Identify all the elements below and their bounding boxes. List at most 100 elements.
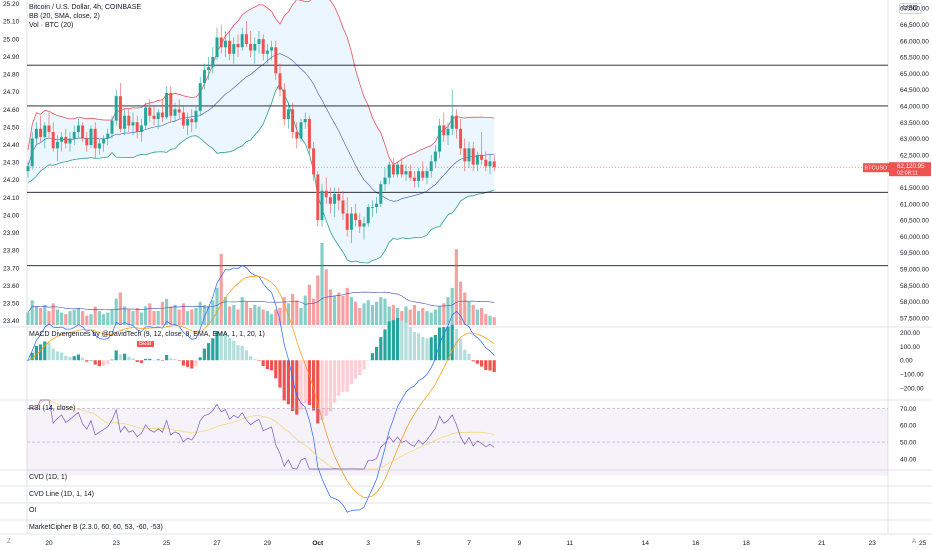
price-tick-label: 63,500.00 bbox=[900, 120, 929, 127]
rsi-line bbox=[28, 399, 495, 470]
macd-histogram-bar bbox=[30, 352, 34, 361]
left-axis-tick-label: 25.00 bbox=[3, 36, 20, 43]
macd-tick-label: −200.00 bbox=[900, 385, 924, 392]
volume-bar bbox=[261, 309, 265, 325]
timezone-icon[interactable]: Z bbox=[7, 539, 11, 545]
volume-bar bbox=[135, 307, 139, 325]
time-axis-label: 18 bbox=[743, 540, 751, 547]
macd-histogram-bar bbox=[421, 337, 425, 361]
time-axis-label: Oct bbox=[312, 540, 324, 547]
macd-histogram-bar bbox=[181, 360, 185, 366]
candle-body bbox=[211, 57, 215, 67]
price-tick-label: 59,500.00 bbox=[900, 250, 929, 257]
macd-histogram-bar bbox=[286, 360, 290, 405]
candle-body bbox=[114, 96, 118, 121]
candle-body bbox=[425, 171, 429, 178]
volume-bar bbox=[194, 307, 198, 325]
volume-bar bbox=[429, 312, 433, 325]
macd-histogram-bar bbox=[47, 342, 51, 361]
macd-histogram-bar bbox=[366, 360, 370, 361]
symbol-title[interactable]: Bitcoin / U.S. Dollar, 4h, COINBASE bbox=[29, 4, 142, 11]
candle-body bbox=[358, 220, 362, 227]
candle-body bbox=[282, 89, 286, 119]
macd-histogram-bar bbox=[345, 360, 349, 392]
volume-bar bbox=[450, 287, 454, 325]
macd-histogram-bar bbox=[324, 360, 328, 416]
macd-histogram-bar bbox=[303, 360, 307, 404]
macd-histogram-bar bbox=[165, 355, 169, 361]
macd-histogram-bar bbox=[156, 359, 160, 361]
macd-histogram-bar bbox=[169, 358, 173, 361]
left-axis-tick-label: 24.60 bbox=[3, 107, 20, 114]
rsi-tick-label: 50.00 bbox=[900, 440, 917, 447]
candle-body bbox=[169, 92, 173, 116]
candle-body bbox=[341, 200, 345, 214]
candle-body bbox=[484, 159, 488, 167]
candle-body bbox=[303, 118, 307, 123]
macd-histogram-bar bbox=[186, 360, 190, 367]
volume-bar bbox=[152, 311, 156, 325]
volume-bar bbox=[328, 289, 332, 325]
candle-body bbox=[375, 203, 379, 208]
candle-body bbox=[433, 151, 437, 162]
time-axis-label: 5 bbox=[417, 540, 421, 547]
macd-indicator-label[interactable]: MACD Divergences by @DavidTech (9, 12, c… bbox=[29, 331, 265, 338]
candle-body bbox=[295, 132, 299, 139]
candle-body bbox=[123, 115, 127, 129]
bb-lower-line bbox=[27, 82, 495, 264]
rsi-indicator-label[interactable]: RSI (14, close) bbox=[29, 405, 76, 412]
macd-histogram-bar bbox=[51, 348, 55, 361]
cvd-indicator-label[interactable]: CVD (1D, 1) bbox=[29, 474, 68, 481]
volume-bar bbox=[102, 314, 106, 325]
volume-bar bbox=[295, 300, 299, 325]
left-axis-tick-label: 24.80 bbox=[3, 72, 20, 79]
volume-bar bbox=[475, 309, 479, 325]
candle-body bbox=[135, 122, 139, 133]
macd-histogram-bar bbox=[396, 317, 400, 361]
macd-histogram-bar bbox=[488, 360, 492, 371]
macd-histogram-bar bbox=[34, 345, 38, 361]
volume-indicator-label[interactable]: Vol · BTC (20) bbox=[29, 22, 74, 29]
candle-body bbox=[312, 148, 316, 175]
candle-body bbox=[43, 125, 47, 137]
volume-bar bbox=[337, 292, 341, 325]
macd-histogram-bar bbox=[425, 338, 429, 361]
volume-bar bbox=[433, 309, 437, 325]
candle-body bbox=[257, 39, 261, 45]
macd-histogram-bar bbox=[261, 360, 265, 367]
price-tick-label: 60,500.00 bbox=[900, 218, 929, 225]
cvd-line-indicator-label[interactable]: CVD Line (1D, 1, 14) bbox=[29, 491, 94, 498]
volume-bar bbox=[43, 304, 47, 325]
volume-bar bbox=[81, 311, 85, 325]
macd-histogram-bar bbox=[459, 338, 463, 361]
macd-histogram-bar bbox=[232, 340, 236, 361]
candle-body bbox=[337, 193, 341, 201]
currency-button[interactable]: USD bbox=[899, 3, 922, 14]
price-tick-label: 61,000.00 bbox=[900, 201, 929, 208]
marketcipher-indicator-label[interactable]: MarketCipher B (2.3.0, 60, 60, 53, -60, … bbox=[29, 524, 163, 531]
price-tick-label: 64,500.00 bbox=[900, 87, 929, 94]
time-axis-label: 25 bbox=[163, 540, 171, 547]
macd-histogram-bar bbox=[362, 360, 366, 370]
volume-bar bbox=[51, 303, 55, 325]
volume-bar bbox=[26, 312, 30, 325]
macd-histogram-bar bbox=[278, 360, 282, 388]
bb-indicator-label[interactable]: BB (20, SMA, close, 2) bbox=[29, 13, 100, 20]
left-axis-tick-label: 24.30 bbox=[3, 160, 20, 167]
macd-histogram-bar bbox=[341, 360, 345, 393]
auto-scale-icon[interactable]: A bbox=[912, 539, 917, 545]
candle-body bbox=[219, 37, 223, 48]
oi-indicator-label[interactable]: OI bbox=[29, 507, 37, 514]
macd-histogram-bar bbox=[404, 322, 408, 361]
candle-body bbox=[152, 115, 156, 119]
candle-body bbox=[438, 125, 442, 152]
volume-bar bbox=[131, 311, 135, 325]
time-axis-label: 3 bbox=[366, 540, 370, 547]
volume-bar bbox=[282, 297, 286, 325]
volume-bar bbox=[425, 311, 429, 325]
volume-bar bbox=[299, 307, 303, 325]
macd-histogram-bar bbox=[249, 356, 253, 361]
price-tick-label: 59,000.00 bbox=[900, 266, 929, 273]
macd-histogram-bar bbox=[370, 353, 374, 361]
